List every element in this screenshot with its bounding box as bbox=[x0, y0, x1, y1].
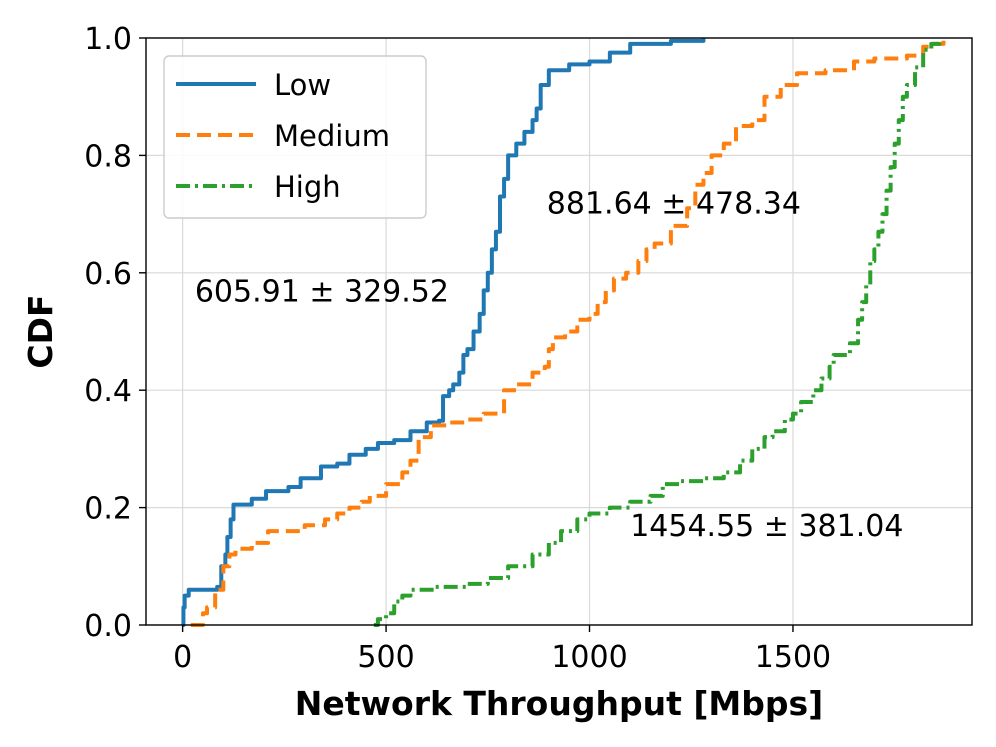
legend: Low Medium High bbox=[163, 55, 427, 219]
annotations: 605.91 ± 329.52 881.64 ± 478.34 1454.55 ± … bbox=[195, 186, 904, 544]
y-tick-label: 0.4 bbox=[84, 374, 132, 409]
axis-ticks: 0 500 1000 1500 0.0 0.2 0.4 0.6 0.8 1.0 bbox=[84, 22, 831, 675]
series-lines bbox=[181, 38, 946, 627]
y-tick-label: 0.0 bbox=[84, 609, 132, 644]
annotation-label: 605.91 ± 329.52 bbox=[195, 274, 449, 309]
y-tick-label: 1.0 bbox=[84, 22, 132, 57]
y-tick-label: 0.8 bbox=[84, 139, 132, 174]
series-line-high bbox=[373, 38, 942, 627]
y-tick-label: 0.2 bbox=[84, 492, 132, 527]
legend-box bbox=[163, 55, 427, 219]
series-line-low bbox=[181, 38, 706, 627]
y-axis-title: CDF bbox=[21, 294, 60, 368]
legend-label: Medium bbox=[274, 119, 390, 153]
x-axis-title: Network Throughput [Mbps] bbox=[295, 684, 823, 723]
x-tick-label: 500 bbox=[357, 640, 414, 675]
legend-label: High bbox=[274, 170, 341, 204]
x-tick-label: 0 bbox=[173, 640, 192, 675]
annotation-label: 881.64 ± 478.34 bbox=[547, 186, 801, 221]
legend-label: Low bbox=[274, 68, 331, 102]
plot-frame bbox=[145, 37, 973, 626]
annotation-label: 1454.55 ± 381.04 bbox=[630, 509, 903, 544]
x-tick-label: 1500 bbox=[755, 640, 831, 675]
y-tick-label: 0.6 bbox=[84, 257, 132, 292]
x-tick-label: 1000 bbox=[551, 640, 627, 675]
